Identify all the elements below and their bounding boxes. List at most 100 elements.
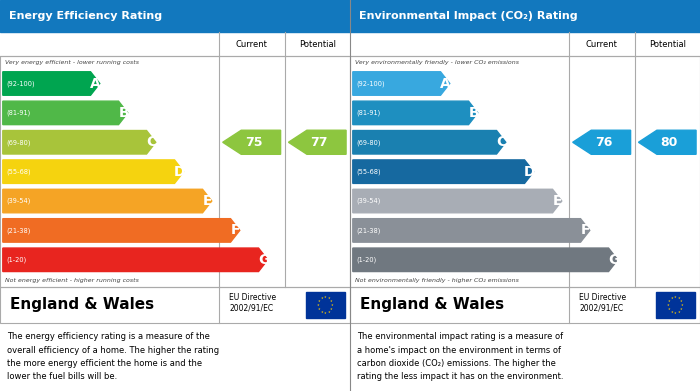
Text: A: A [90, 77, 101, 90]
Text: ★: ★ [667, 303, 670, 307]
Text: ★: ★ [680, 307, 683, 311]
Text: A: A [440, 77, 451, 90]
Polygon shape [3, 248, 267, 271]
Text: ★: ★ [668, 307, 671, 311]
Text: F: F [231, 223, 240, 237]
Bar [307, 292, 344, 318]
Text: Potential: Potential [299, 39, 336, 49]
Text: ★: ★ [331, 303, 334, 307]
Text: (81-91): (81-91) [6, 109, 31, 116]
Polygon shape [573, 130, 631, 154]
Text: (39-54): (39-54) [6, 198, 31, 204]
Text: (21-38): (21-38) [6, 227, 31, 234]
Text: The environmental impact rating is a measure of
a home's impact on the environme: The environmental impact rating is a mea… [357, 332, 564, 381]
Text: ★: ★ [328, 296, 330, 300]
Text: ★: ★ [671, 310, 673, 314]
Polygon shape [3, 189, 211, 213]
Polygon shape [353, 248, 617, 271]
Text: E: E [553, 194, 562, 208]
Text: (1-20): (1-20) [356, 256, 377, 263]
Text: ★: ★ [681, 303, 684, 307]
Bar [0, 287, 350, 323]
Bar [350, 287, 700, 323]
Text: ★: ★ [674, 311, 677, 315]
Bar [0, 0, 350, 32]
Text: G: G [608, 253, 620, 267]
Text: England & Wales: England & Wales [360, 298, 505, 312]
Text: D: D [174, 165, 186, 179]
Text: Not environmentally friendly - higher CO₂ emissions: Not environmentally friendly - higher CO… [355, 278, 519, 283]
Text: ★: ★ [321, 310, 323, 314]
Text: E: E [203, 194, 212, 208]
Text: Very environmentally friendly - lower CO₂ emissions: Very environmentally friendly - lower CO… [355, 60, 519, 65]
Text: ★: ★ [678, 296, 680, 300]
Text: Current: Current [236, 39, 267, 49]
Text: F: F [581, 223, 590, 237]
Text: EU Directive
2002/91/EC: EU Directive 2002/91/EC [230, 293, 276, 313]
Text: (81-91): (81-91) [356, 109, 381, 116]
Bar [350, 32, 700, 56]
Bar [0, 287, 350, 323]
Bar [350, 0, 700, 32]
Polygon shape [3, 160, 183, 183]
Bar [0, 56, 350, 287]
Text: ★: ★ [318, 307, 321, 311]
Bar [350, 56, 700, 287]
Text: Current: Current [586, 39, 617, 49]
Text: ★: ★ [680, 299, 683, 303]
Text: ★: ★ [317, 303, 320, 307]
Polygon shape [353, 101, 477, 125]
Text: B: B [118, 106, 129, 120]
Text: 75: 75 [245, 136, 262, 149]
Text: ★: ★ [321, 296, 323, 300]
Text: (1-20): (1-20) [6, 256, 27, 263]
Text: (69-80): (69-80) [6, 139, 31, 145]
Text: England & Wales: England & Wales [10, 298, 155, 312]
Text: C: C [496, 135, 507, 149]
Text: ★: ★ [328, 310, 330, 314]
Text: ★: ★ [324, 295, 327, 299]
Text: 80: 80 [660, 136, 678, 149]
Text: EU Directive
2002/91/EC: EU Directive 2002/91/EC [580, 293, 627, 313]
Bar [350, 287, 700, 323]
Text: (55-68): (55-68) [356, 169, 381, 175]
Text: (69-80): (69-80) [356, 139, 381, 145]
Text: 77: 77 [310, 136, 328, 149]
Text: Energy Efficiency Rating: Energy Efficiency Rating [8, 11, 162, 21]
Text: ★: ★ [330, 299, 333, 303]
Polygon shape [353, 160, 533, 183]
Polygon shape [3, 101, 127, 125]
Text: ★: ★ [668, 299, 671, 303]
Text: Not energy efficient - higher running costs: Not energy efficient - higher running co… [6, 278, 139, 283]
Polygon shape [3, 72, 99, 95]
Bar [0, 32, 350, 56]
Text: The energy efficiency rating is a measure of the
overall efficiency of a home. T: The energy efficiency rating is a measur… [7, 332, 219, 381]
Text: ★: ★ [678, 310, 680, 314]
Text: Potential: Potential [649, 39, 686, 49]
Text: 76: 76 [595, 136, 612, 149]
Text: ★: ★ [330, 307, 333, 311]
Text: ★: ★ [671, 296, 673, 300]
Text: (92-100): (92-100) [6, 80, 35, 87]
Text: ★: ★ [324, 311, 327, 315]
Text: (21-38): (21-38) [356, 227, 381, 234]
Text: (92-100): (92-100) [356, 80, 385, 87]
Text: D: D [524, 165, 536, 179]
Text: Environmental Impact (CO₂) Rating: Environmental Impact (CO₂) Rating [358, 11, 578, 21]
Text: Very energy efficient - lower running costs: Very energy efficient - lower running co… [6, 60, 139, 65]
Text: ★: ★ [674, 295, 677, 299]
Text: (55-68): (55-68) [6, 169, 31, 175]
Polygon shape [288, 130, 346, 154]
Polygon shape [353, 219, 589, 242]
Polygon shape [638, 130, 696, 154]
Polygon shape [353, 72, 449, 95]
Text: B: B [468, 106, 479, 120]
Polygon shape [3, 131, 155, 154]
Polygon shape [223, 130, 281, 154]
Text: ★: ★ [318, 299, 321, 303]
Text: C: C [146, 135, 157, 149]
Polygon shape [3, 219, 239, 242]
Polygon shape [353, 189, 561, 213]
Bar [657, 292, 694, 318]
Polygon shape [353, 131, 505, 154]
